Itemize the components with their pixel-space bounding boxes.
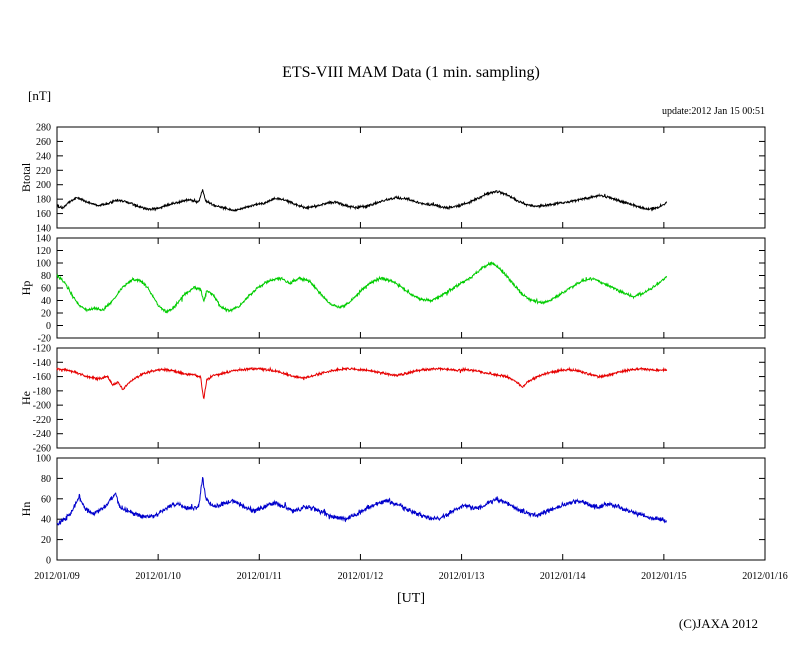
y-tick-label: 40 [41, 515, 51, 526]
panel-frame-He [56, 347, 766, 449]
y-tick-label: 60 [41, 494, 51, 505]
y-tick-label: 0 [46, 556, 51, 567]
x-tick-label: 2012/01/11 [237, 571, 282, 582]
series-Hn [56, 477, 668, 526]
y-tick-label: 20 [41, 535, 51, 546]
y-tick-label: 100 [36, 259, 51, 270]
panel-frame-Hp [56, 237, 766, 339]
y-tick-label: 260 [36, 137, 51, 148]
x-tick-label: 2012/01/12 [338, 571, 384, 582]
y-tick-label: -200 [33, 401, 51, 412]
y-tick-label: -20 [38, 334, 51, 345]
chart-title: ETS-VIII MAM Data (1 min. sampling) [282, 64, 540, 81]
x-tick-label: 2012/01/16 [742, 571, 788, 582]
series-He [56, 366, 668, 400]
copyright-label: (C)JAXA 2012 [678, 616, 758, 631]
y-tick-label: 140 [36, 224, 51, 235]
y-tick-label: -120 [33, 344, 51, 355]
unit-label: [nT] [28, 88, 52, 103]
y-tick-label: 80 [41, 474, 51, 485]
y-tick-label: 20 [41, 309, 51, 320]
series-Hp [56, 261, 668, 314]
y-tick-label: -140 [33, 358, 51, 369]
x-tick-label: 2012/01/09 [34, 571, 80, 582]
update-timestamp: update:2012 Jan 15 00:51 [661, 106, 765, 117]
y-tick-label: -160 [33, 372, 51, 383]
panel-ylabel-He: He [19, 391, 33, 405]
y-tick-label: 80 [41, 271, 51, 282]
y-tick-label: 200 [36, 180, 51, 191]
panel-frame-Hn [56, 457, 766, 561]
y-tick-label: -220 [33, 415, 51, 426]
y-tick-label: 0 [46, 321, 51, 332]
y-tick-label: 160 [36, 209, 51, 220]
x-tick-label: 2012/01/10 [135, 571, 181, 582]
panel-ylabel-Hp: Hp [19, 281, 33, 296]
y-tick-label: 140 [36, 234, 51, 245]
y-tick-label: 60 [41, 284, 51, 295]
y-tick-label: -180 [33, 386, 51, 397]
panel-frame-Btotal [56, 126, 766, 229]
y-tick-label: -260 [33, 444, 51, 455]
series-Btotal [56, 189, 668, 212]
x-tick-label: 2012/01/14 [540, 571, 586, 582]
y-tick-label: 100 [36, 454, 51, 465]
y-tick-label: 280 [36, 123, 51, 134]
y-tick-label: 180 [36, 195, 51, 206]
y-tick-label: 240 [36, 151, 51, 162]
x-tick-label: 2012/01/15 [641, 571, 687, 582]
y-tick-label: 220 [36, 166, 51, 177]
x-axis-label: [UT] [397, 591, 425, 606]
y-tick-label: -240 [33, 429, 51, 440]
x-tick-label: 2012/01/13 [439, 571, 485, 582]
y-tick-label: 120 [36, 246, 51, 257]
y-tick-label: 40 [41, 296, 51, 307]
panel-ylabel-Btotal: Btotal [19, 162, 33, 192]
panel-ylabel-Hn: Hn [19, 502, 33, 517]
